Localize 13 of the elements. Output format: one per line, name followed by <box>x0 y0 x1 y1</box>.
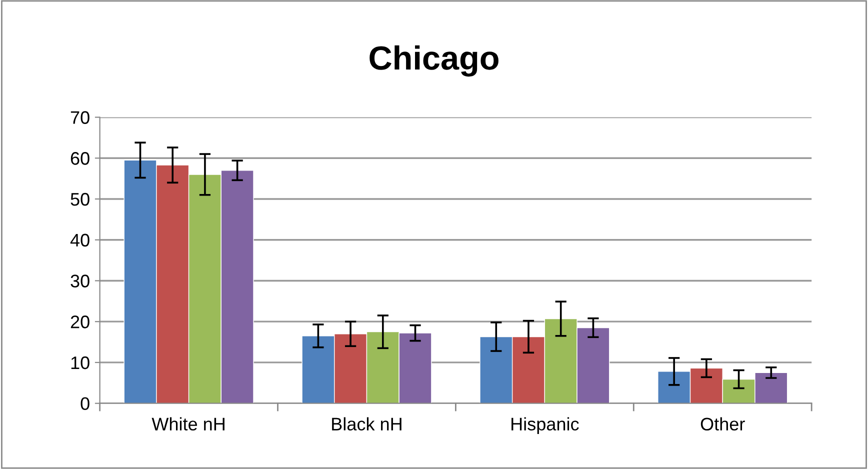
y-tick-label: 0 <box>80 397 90 410</box>
x-tick-label: Other <box>700 417 745 430</box>
y-tick-label: 40 <box>70 234 90 247</box>
x-tick-label: White nH <box>152 417 224 430</box>
y-tick-label: 60 <box>70 152 90 165</box>
chart-title: Chicago <box>370 45 498 77</box>
y-tick-label: 50 <box>70 192 90 206</box>
y-tick-label: 20 <box>70 316 90 328</box>
x-tick-label: Hispanic <box>512 417 579 434</box>
y-tick-label: 70 <box>70 111 90 124</box>
y-tick-label: 10 <box>71 356 90 370</box>
y-tick-label: 30 <box>70 274 90 288</box>
x-tick-label: Black nH <box>332 417 402 430</box>
